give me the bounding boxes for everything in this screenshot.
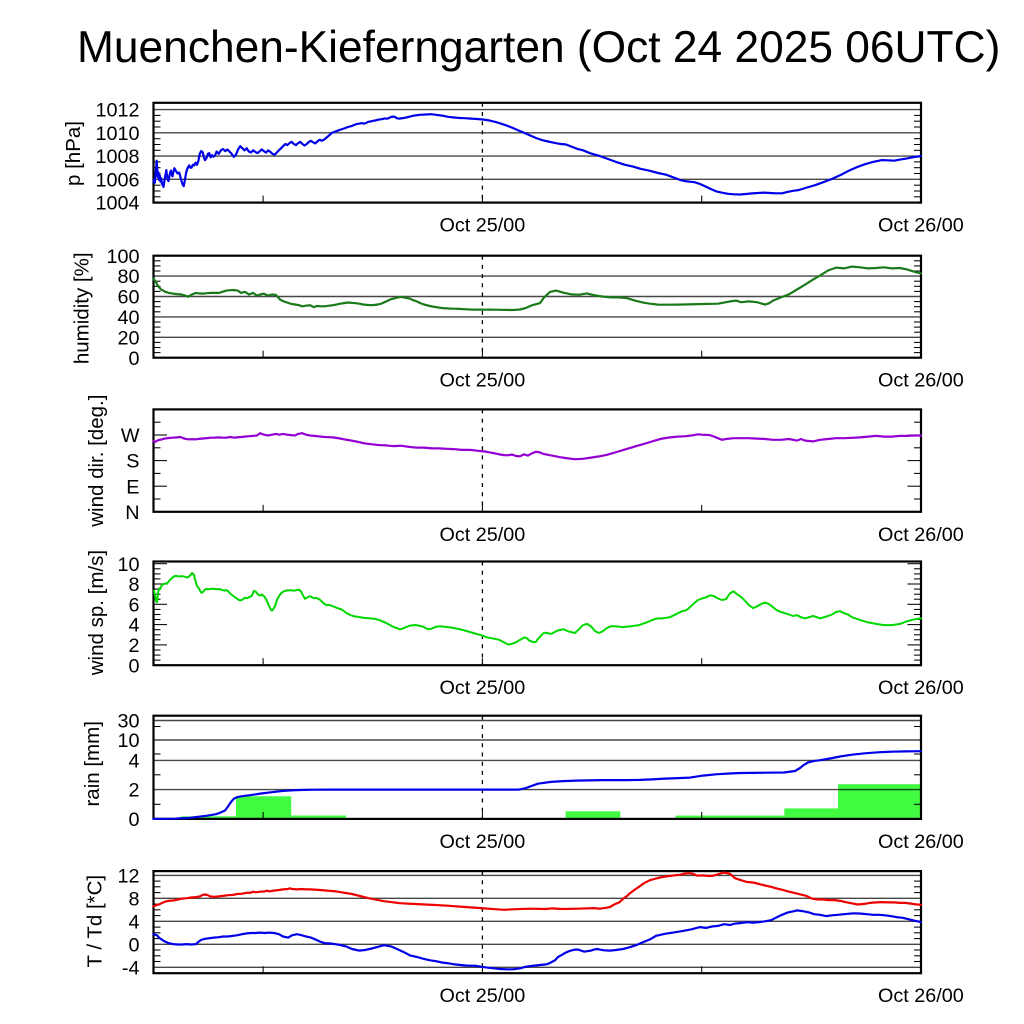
svg-text:1012: 1012 <box>95 100 139 122</box>
svg-text:20: 20 <box>117 327 139 349</box>
svg-text:8: 8 <box>128 574 139 596</box>
svg-text:Oct 26/00: Oct 26/00 <box>878 215 964 237</box>
svg-text:N: N <box>125 502 139 524</box>
svg-text:1008: 1008 <box>95 146 139 168</box>
svg-text:0: 0 <box>128 809 139 831</box>
svg-text:10: 10 <box>117 730 139 752</box>
svg-text:4: 4 <box>128 911 139 933</box>
svg-text:40: 40 <box>117 307 139 329</box>
svg-text:6: 6 <box>128 594 139 616</box>
svg-text:Oct 26/00: Oct 26/00 <box>878 370 964 392</box>
svg-text:W: W <box>121 425 140 447</box>
svg-text:Oct 25/00: Oct 25/00 <box>440 831 526 853</box>
svg-text:humidity [%]: humidity [%] <box>71 252 94 364</box>
svg-text:10: 10 <box>117 554 139 576</box>
svg-text:wind dir. [deg.]: wind dir. [deg.] <box>85 395 108 528</box>
svg-text:S: S <box>126 451 139 473</box>
svg-text:8: 8 <box>128 888 139 910</box>
svg-text:1006: 1006 <box>95 169 139 191</box>
svg-text:Oct 26/00: Oct 26/00 <box>878 677 964 699</box>
svg-text:100: 100 <box>106 246 139 268</box>
svg-text:Oct 25/00: Oct 25/00 <box>440 677 526 699</box>
svg-text:Oct 25/00: Oct 25/00 <box>440 215 526 237</box>
svg-text:T / Td [*C]: T / Td [*C] <box>84 875 107 968</box>
svg-text:Oct 26/00: Oct 26/00 <box>878 831 964 853</box>
svg-text:-4: -4 <box>122 957 140 979</box>
svg-text:4: 4 <box>128 615 139 637</box>
svg-text:0: 0 <box>128 655 139 677</box>
svg-text:Muenchen-Kieferngarten (Oct 24: Muenchen-Kieferngarten (Oct 24 2025 06UT… <box>77 23 1000 72</box>
svg-text:rain [mm]: rain [mm] <box>81 721 104 806</box>
svg-text:60: 60 <box>117 287 139 309</box>
svg-text:Oct 25/00: Oct 25/00 <box>440 985 526 1007</box>
svg-text:wind sp. [m/s]: wind sp. [m/s] <box>85 550 108 676</box>
svg-text:Oct 26/00: Oct 26/00 <box>878 985 964 1007</box>
svg-text:Oct 25/00: Oct 25/00 <box>440 524 526 546</box>
svg-text:Oct 26/00: Oct 26/00 <box>878 524 964 546</box>
svg-text:2: 2 <box>128 780 139 802</box>
svg-text:p [hPa]: p [hPa] <box>62 121 85 186</box>
svg-text:80: 80 <box>117 266 139 288</box>
svg-text:0: 0 <box>128 348 139 370</box>
svg-text:30: 30 <box>117 711 139 733</box>
svg-text:4: 4 <box>128 751 139 773</box>
svg-text:Oct 25/00: Oct 25/00 <box>440 370 526 392</box>
svg-text:0: 0 <box>128 934 139 956</box>
svg-text:2: 2 <box>128 635 139 657</box>
svg-text:E: E <box>126 476 139 498</box>
svg-text:12: 12 <box>117 866 139 888</box>
svg-text:1010: 1010 <box>95 123 139 145</box>
svg-text:1004: 1004 <box>95 193 139 215</box>
